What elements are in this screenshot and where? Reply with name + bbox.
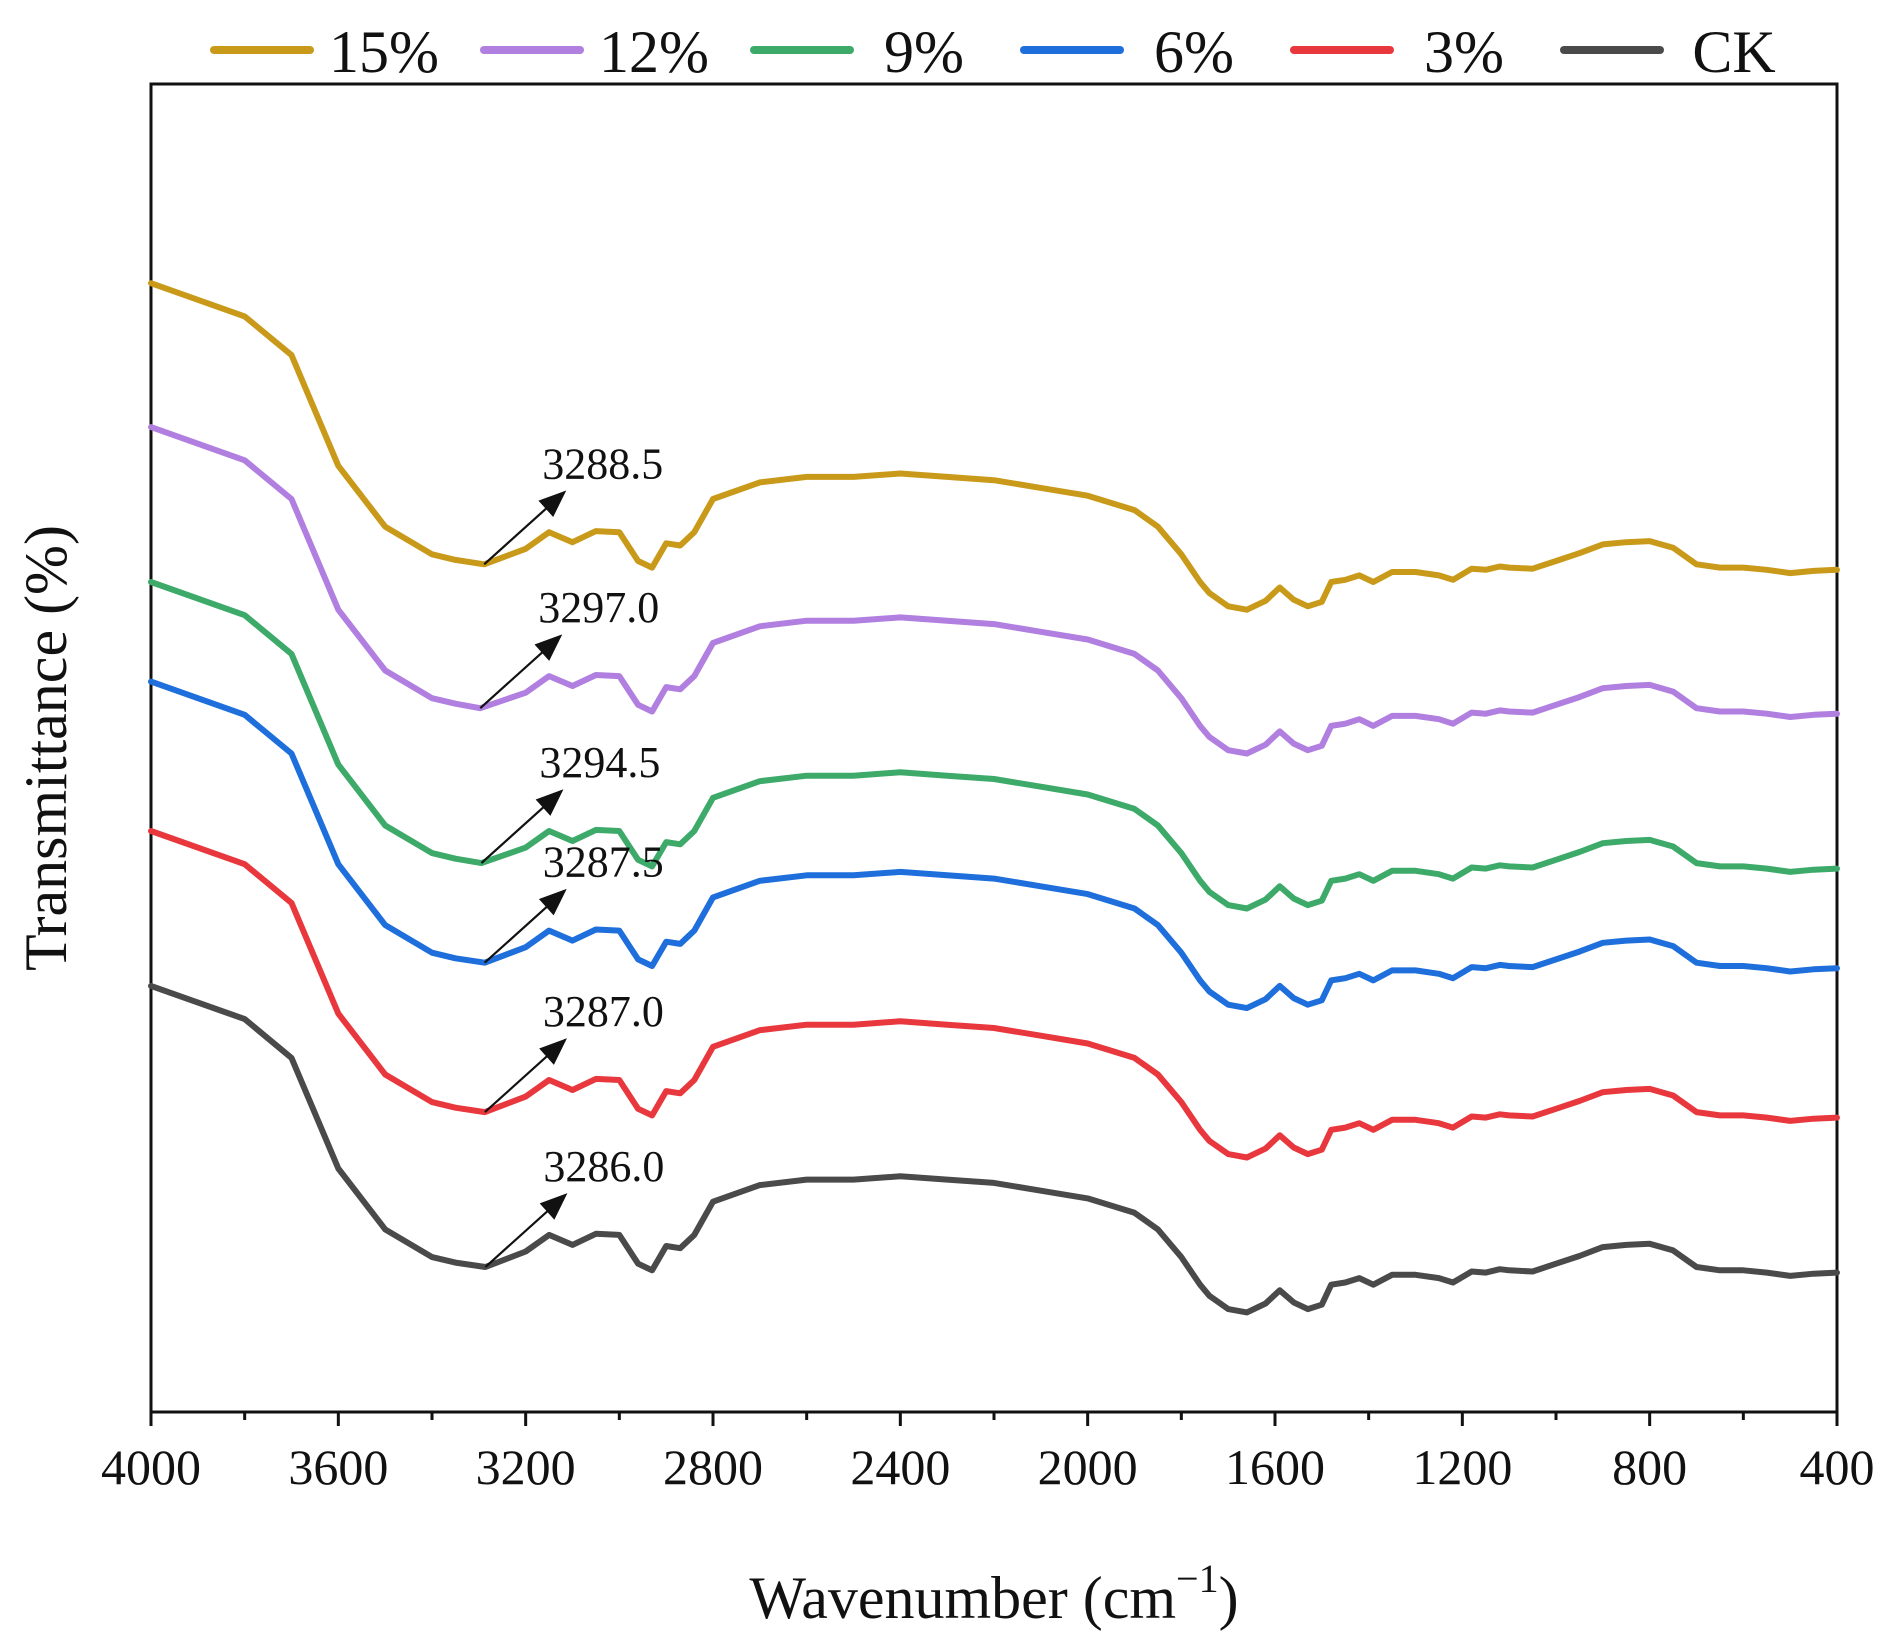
peak-arrow-3pct — [484, 1038, 567, 1113]
series-line-CK — [148, 982, 1840, 1316]
series-line-15pct — [148, 280, 1840, 613]
series-line-3pct — [148, 828, 1840, 1161]
legend-label-12pct: 12% — [599, 19, 709, 85]
x-axis-label: Wavenumber (cm−1) — [749, 1556, 1238, 1631]
peak-arrow-15pct — [483, 490, 567, 566]
annotation-layer: 3288.5 3297.0 3294.5 3287.5 3287.0 3286.0 — [479, 439, 664, 1268]
peak-label-12pct: 3297.0 — [538, 583, 659, 632]
x-tick-label-400: 400 — [1800, 1439, 1875, 1495]
legend: 15% 12% 9% 6% 3% CK — [210, 19, 1776, 85]
peak-label-3pct: 3287.0 — [543, 987, 664, 1036]
peak-arrow-12pct — [479, 634, 563, 709]
peak-label-CK: 3286.0 — [543, 1142, 664, 1191]
legend-label-3pct: 3% — [1424, 19, 1504, 85]
legend-label-6pct: 6% — [1154, 19, 1234, 85]
x-tick-label-800: 800 — [1612, 1439, 1687, 1495]
x-tick-label-2400: 2400 — [850, 1439, 950, 1495]
legend-label-9pct: 9% — [884, 19, 964, 85]
peak-label-9pct: 3294.5 — [539, 738, 660, 787]
series-layer — [148, 280, 1840, 1316]
legend-label-15pct: 15% — [329, 19, 439, 85]
series-line-6pct — [148, 678, 1840, 1012]
x-tick-label-1200: 1200 — [1412, 1439, 1512, 1495]
peak-label-6pct: 3287.5 — [543, 838, 664, 887]
legend-label-CK: CK — [1692, 19, 1775, 85]
x-tick-label-2000: 2000 — [1038, 1439, 1138, 1495]
x-tick-label-3200: 3200 — [476, 1439, 576, 1495]
peak-label-15pct: 3288.5 — [542, 439, 663, 488]
x-tick-label-4000: 4000 — [101, 1439, 201, 1495]
y-axis-label: Transmittance (%) — [13, 525, 79, 971]
x-tick-label-1600: 1600 — [1225, 1439, 1325, 1495]
peak-arrow-CK — [484, 1193, 568, 1268]
x-axis: 4000 3600 3200 2800 2400 2000 1600 1200 800 400 — [101, 1412, 1875, 1495]
x-tick-label-2800: 2800 — [663, 1439, 763, 1495]
x-axis-label-superscript: −1 — [1176, 1556, 1219, 1601]
peak-arrow-6pct — [483, 888, 567, 964]
plot-frame — [149, 82, 1839, 1414]
series-line-12pct — [148, 424, 1840, 757]
peak-arrow-9pct — [480, 789, 564, 864]
x-tick-label-3600: 3600 — [288, 1439, 388, 1495]
series-line-9pct — [148, 579, 1840, 912]
